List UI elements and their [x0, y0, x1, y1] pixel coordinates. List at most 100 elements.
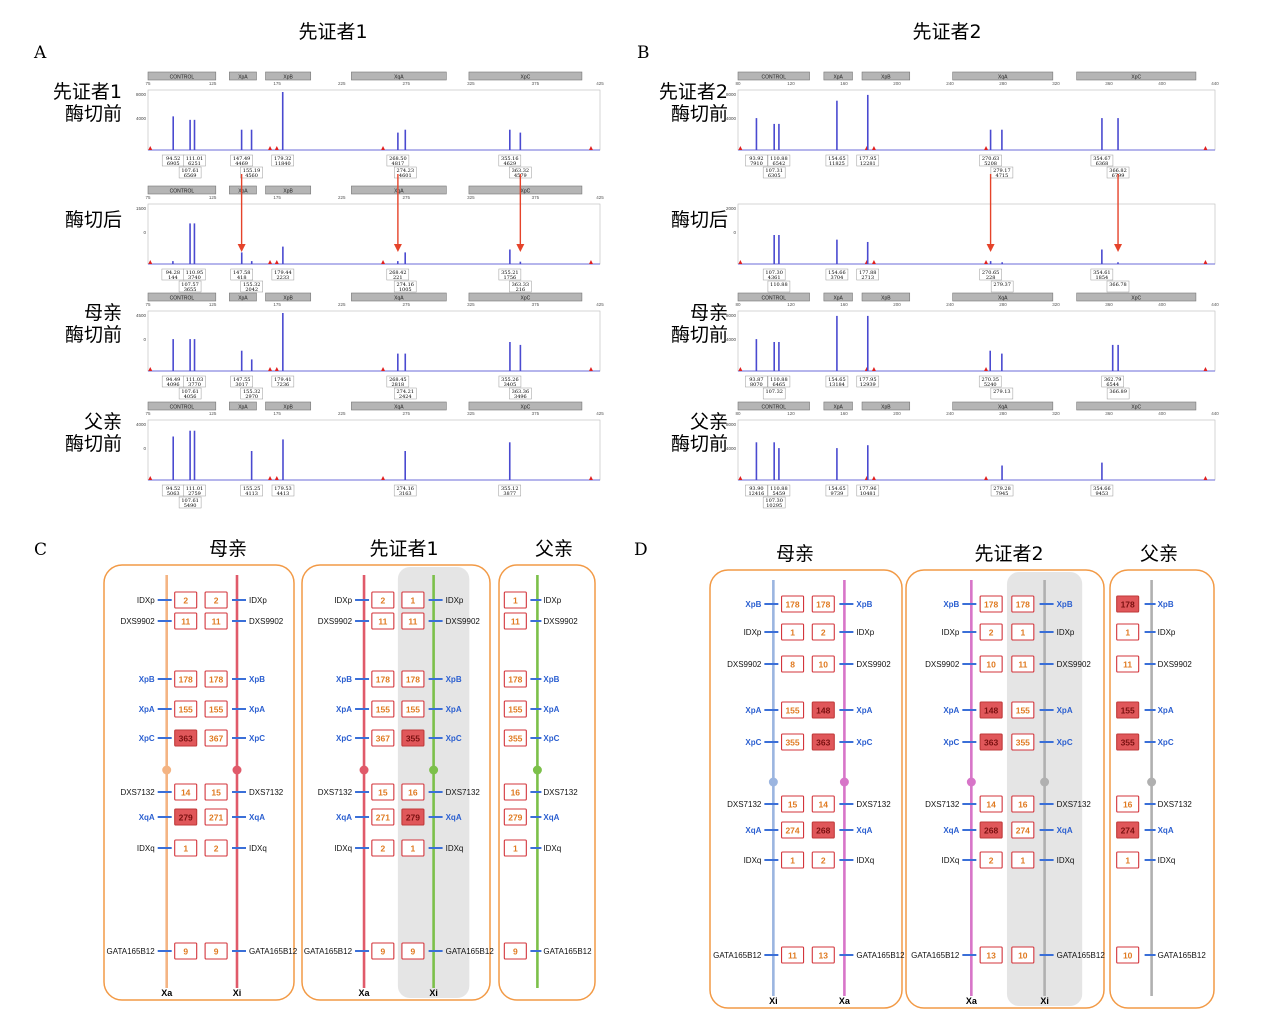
allele-box: 155 — [1011, 701, 1035, 719]
callout-size: 147.49 — [233, 156, 251, 162]
centromere — [429, 765, 439, 775]
callout-size: 354.67 — [1093, 156, 1111, 162]
y-tick-label: 8000 — [726, 92, 737, 97]
allele-value: 9 — [513, 947, 518, 957]
allele-box-frame — [781, 795, 805, 813]
marker-range-label: XpB — [283, 189, 293, 195]
x-tick-label: 75 — [145, 411, 151, 416]
allele-value: 148 — [816, 706, 830, 716]
chromosome-label: Xa — [966, 996, 978, 1006]
size-standard-mark — [274, 146, 279, 150]
callout-box — [767, 154, 791, 167]
callout-size: 111.01 — [186, 156, 204, 162]
callout-box — [1090, 154, 1114, 167]
panel-letter: A — [33, 43, 47, 63]
marker-label: IDXp — [249, 596, 267, 605]
marker-label: GATA165B12 — [911, 951, 960, 960]
callout-box — [825, 375, 849, 388]
callout-area: 2970 — [245, 394, 258, 400]
marker-label: DXS9902 — [543, 617, 578, 626]
marker-label: XpA — [446, 705, 462, 714]
callout-box — [990, 484, 1014, 497]
allele-box: 15 — [371, 783, 395, 801]
marker-label: IDXp — [856, 628, 874, 637]
marker-label: GATA165B12 — [446, 947, 495, 956]
allele-value: 15 — [788, 800, 798, 810]
callout-box — [856, 484, 880, 497]
marker-range-label: XpA — [238, 75, 248, 81]
y-tick-label: 4000 — [726, 446, 737, 451]
callout-area: 2233 — [277, 275, 290, 281]
size-standard-mark — [738, 476, 743, 480]
allele-box: 14 — [979, 795, 1003, 813]
chromosome-label: Xa — [839, 996, 851, 1006]
size-standard-mark — [588, 367, 593, 371]
callout-box — [394, 387, 417, 400]
allele-box-frame — [1011, 733, 1035, 751]
callout-box — [240, 484, 263, 497]
marker-label: XqA — [446, 813, 462, 822]
callout-box — [978, 375, 1002, 388]
size-standard-mark — [381, 260, 386, 264]
callout-box — [498, 375, 522, 388]
x-tick-label: 75 — [145, 302, 151, 307]
marker-range-bar — [952, 401, 1054, 411]
size-standard-mark — [274, 476, 279, 480]
marker-range-bar — [952, 71, 1054, 81]
callout-size: 107.61 — [181, 168, 199, 174]
digest-arrow-head — [986, 244, 995, 252]
allele-box-frame — [1116, 821, 1140, 839]
callout-size: 363.36 — [512, 389, 530, 395]
allele-box: 178 — [174, 670, 198, 688]
allele-value: 1 — [1020, 628, 1025, 638]
allele-value: 13 — [819, 951, 829, 961]
allele-box-frame — [503, 808, 527, 826]
callout-area: 4113 — [245, 491, 258, 497]
allele-value: 355 — [1121, 738, 1135, 748]
allele-box-frame — [979, 655, 1003, 673]
allele-box-frame — [174, 942, 198, 960]
callout-area: 3017 — [235, 382, 248, 388]
allele-box: 148 — [811, 701, 835, 719]
callout-size: 93.92 — [749, 156, 763, 162]
allele-box-frame — [503, 839, 527, 857]
allele-box: 1 — [503, 839, 527, 857]
allele-box: 355 — [1011, 733, 1035, 751]
marker-range-label: XpB — [283, 405, 293, 411]
callout-area: 1756 — [504, 275, 517, 281]
centromere — [839, 777, 849, 787]
callout-area: 6905 — [167, 161, 180, 167]
callout-size: 355.16 — [501, 156, 519, 162]
haplotype-title: 父亲 — [535, 538, 573, 560]
x-tick-label: 125 — [209, 302, 217, 307]
plot-frame — [147, 419, 601, 481]
callout-box — [178, 387, 202, 400]
y-tick-label: 1500 — [136, 206, 147, 211]
callout-size: 177.96 — [859, 486, 877, 492]
marker-label: XpC — [446, 734, 462, 743]
allele-value: 178 — [179, 675, 193, 685]
callout-area: 5240 — [984, 382, 997, 388]
allele-box: 1 — [1011, 623, 1035, 641]
x-tick-label: 400 — [1158, 302, 1166, 307]
plot-frame — [147, 89, 601, 151]
allele-value: 9 — [411, 947, 416, 957]
callout-size: 363.33 — [512, 282, 530, 288]
size-standard-mark — [871, 146, 876, 150]
marker-range-bar — [265, 401, 312, 411]
marker-range-bar — [1076, 71, 1197, 81]
marker-label: XpC — [1158, 738, 1174, 747]
allele-value: 279 — [508, 813, 522, 823]
callout-size: 110.88 — [770, 377, 788, 383]
allele-box: 1 — [503, 591, 527, 609]
allele-box-frame — [781, 701, 805, 719]
allele-value: 1 — [790, 628, 795, 638]
callout-size: 179.44 — [274, 270, 292, 276]
